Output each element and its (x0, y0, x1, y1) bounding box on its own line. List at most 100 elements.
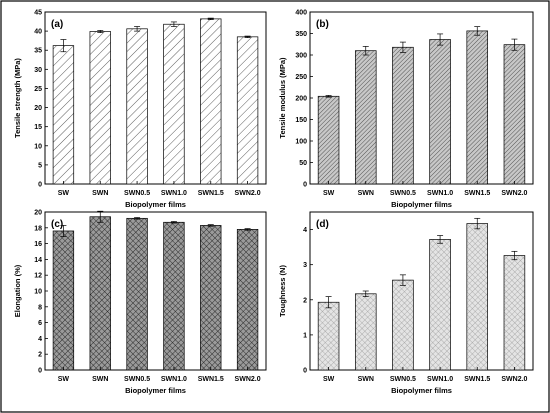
y-tick-label: 50 (299, 160, 307, 167)
bar (126, 28, 148, 185)
bar (466, 30, 489, 185)
y-tick-label: 400 (295, 10, 307, 17)
y-tick-label: 2 (38, 352, 42, 359)
y-axis-label: Toughness (N) (278, 265, 287, 317)
y-tick-label: 100 (295, 139, 307, 146)
bar (503, 44, 526, 185)
x-tick-label: SWN1.5 (198, 190, 224, 197)
y-tick-label: 250 (295, 74, 307, 81)
x-tick-label: SWN2.0 (501, 376, 527, 383)
x-tick-label: SWN1.0 (427, 376, 453, 383)
y-tick-label: 18 (34, 225, 42, 232)
x-tick-label: SW (58, 376, 70, 383)
bar (200, 225, 222, 371)
x-tick-label: SWN1.5 (198, 376, 224, 383)
x-axis-label: Biopolymer films (125, 386, 186, 395)
x-tick-label: SWN2.0 (501, 190, 527, 197)
bar (126, 217, 148, 371)
plot-frame (44, 211, 267, 371)
y-tick-label: 200 (295, 96, 307, 103)
bar (317, 95, 340, 185)
bar (466, 223, 489, 371)
x-tick-label: SW (323, 190, 335, 197)
bar (429, 239, 451, 371)
plot-frame (309, 11, 534, 185)
y-tick-label: 12 (34, 273, 42, 280)
x-tick-label: SWN1.0 (161, 190, 187, 197)
x-tick-label: SWN1.0 (427, 190, 453, 197)
y-tick-label: 40 (34, 29, 42, 36)
y-tick-label: 8 (38, 304, 42, 311)
chart-panel-1: 0 5 10 15 20 25 30 35 40 45 SW SWN SWN0.5 SWN1.0 SWN1.… (13, 10, 267, 209)
y-tick-label: 10 (34, 289, 42, 296)
x-tick-label: SWN (358, 190, 374, 197)
y-tick-label: 10 (34, 143, 42, 150)
y-tick-label: 45 (34, 10, 42, 17)
x-tick-label: SWN0.5 (390, 376, 416, 383)
y-tick-label: 4 (303, 227, 307, 234)
bar (89, 216, 111, 371)
y-tick-label: 4 (38, 336, 42, 343)
y-tick-label: 0 (303, 182, 307, 189)
x-axis-label: Biopolymer films (391, 386, 452, 395)
y-axis-label: Tensile modulus (MPa) (278, 57, 287, 139)
bar (89, 31, 111, 185)
y-tick-label: 3 (303, 262, 307, 269)
x-tick-label: SWN0.5 (390, 190, 416, 197)
x-tick-label: SWN (92, 376, 108, 383)
y-tick-label: 20 (34, 210, 42, 217)
y-tick-label: 150 (295, 117, 307, 124)
x-tick-label: SWN1.5 (464, 376, 490, 383)
x-tick-label: SWN2.0 (235, 376, 261, 383)
y-tick-label: 25 (34, 86, 42, 93)
x-tick-label: SWN0.5 (124, 190, 150, 197)
x-tick-label: SW (58, 190, 70, 197)
y-tick-label: 350 (295, 31, 307, 38)
y-tick-label: 5 (38, 162, 42, 169)
bar (163, 221, 185, 371)
x-tick-label: SWN2.0 (235, 190, 261, 197)
y-tick-label: 0 (38, 368, 42, 375)
bar (163, 23, 185, 185)
x-tick-label: SWN1.0 (161, 376, 187, 383)
bar (354, 50, 377, 185)
chart-panel-4: 0 1 2 3 4 SW SWN SWN0.5 SWN1.0 SWN1.5 SWN2.0 Biopol… (278, 211, 534, 395)
y-tick-label: 30 (34, 67, 42, 74)
x-tick-label: SWN0.5 (124, 376, 150, 383)
y-tick-label: 0 (38, 182, 42, 189)
panel-label: (d) (316, 219, 329, 230)
bar (392, 279, 414, 371)
x-tick-label: SWN (358, 376, 374, 383)
y-tick-label: 35 (34, 48, 42, 55)
plot-frame (309, 211, 534, 371)
y-axis-label: Elongation (%) (13, 264, 22, 317)
panel-label: (a) (51, 19, 63, 30)
y-tick-label: 14 (34, 257, 42, 264)
y-tick-label: 16 (34, 241, 42, 248)
y-tick-label: 0 (303, 368, 307, 375)
bar (317, 301, 340, 371)
x-tick-label: SWN (92, 190, 108, 197)
chart-panel-3: 0 2 4 6 8 10 12 14 16 18 20 SW SWN SWN0.5 SWN1.0 SWN1.5… (13, 210, 267, 395)
y-tick-label: 300 (295, 53, 307, 60)
bar (354, 293, 377, 371)
bar (200, 18, 222, 185)
x-tick-label: SWN1.5 (464, 190, 490, 197)
x-tick-label: SW (323, 376, 335, 383)
bar (503, 255, 526, 371)
y-tick-label: 1 (303, 332, 307, 339)
bar (236, 229, 259, 371)
chart-panel-2: 0 50 100 150 200 250 300 350 400 SW SWN SWN0.5 SWN1.… (278, 10, 534, 209)
y-tick-label: 15 (34, 124, 42, 131)
x-axis-label: Biopolymer films (125, 200, 186, 209)
y-tick-label: 6 (38, 320, 42, 327)
bar (392, 46, 414, 185)
y-tick-label: 2 (303, 297, 307, 304)
bar (429, 39, 451, 185)
bar (236, 36, 259, 185)
y-tick-label: 20 (34, 105, 42, 112)
x-axis-label: Biopolymer films (391, 200, 452, 209)
